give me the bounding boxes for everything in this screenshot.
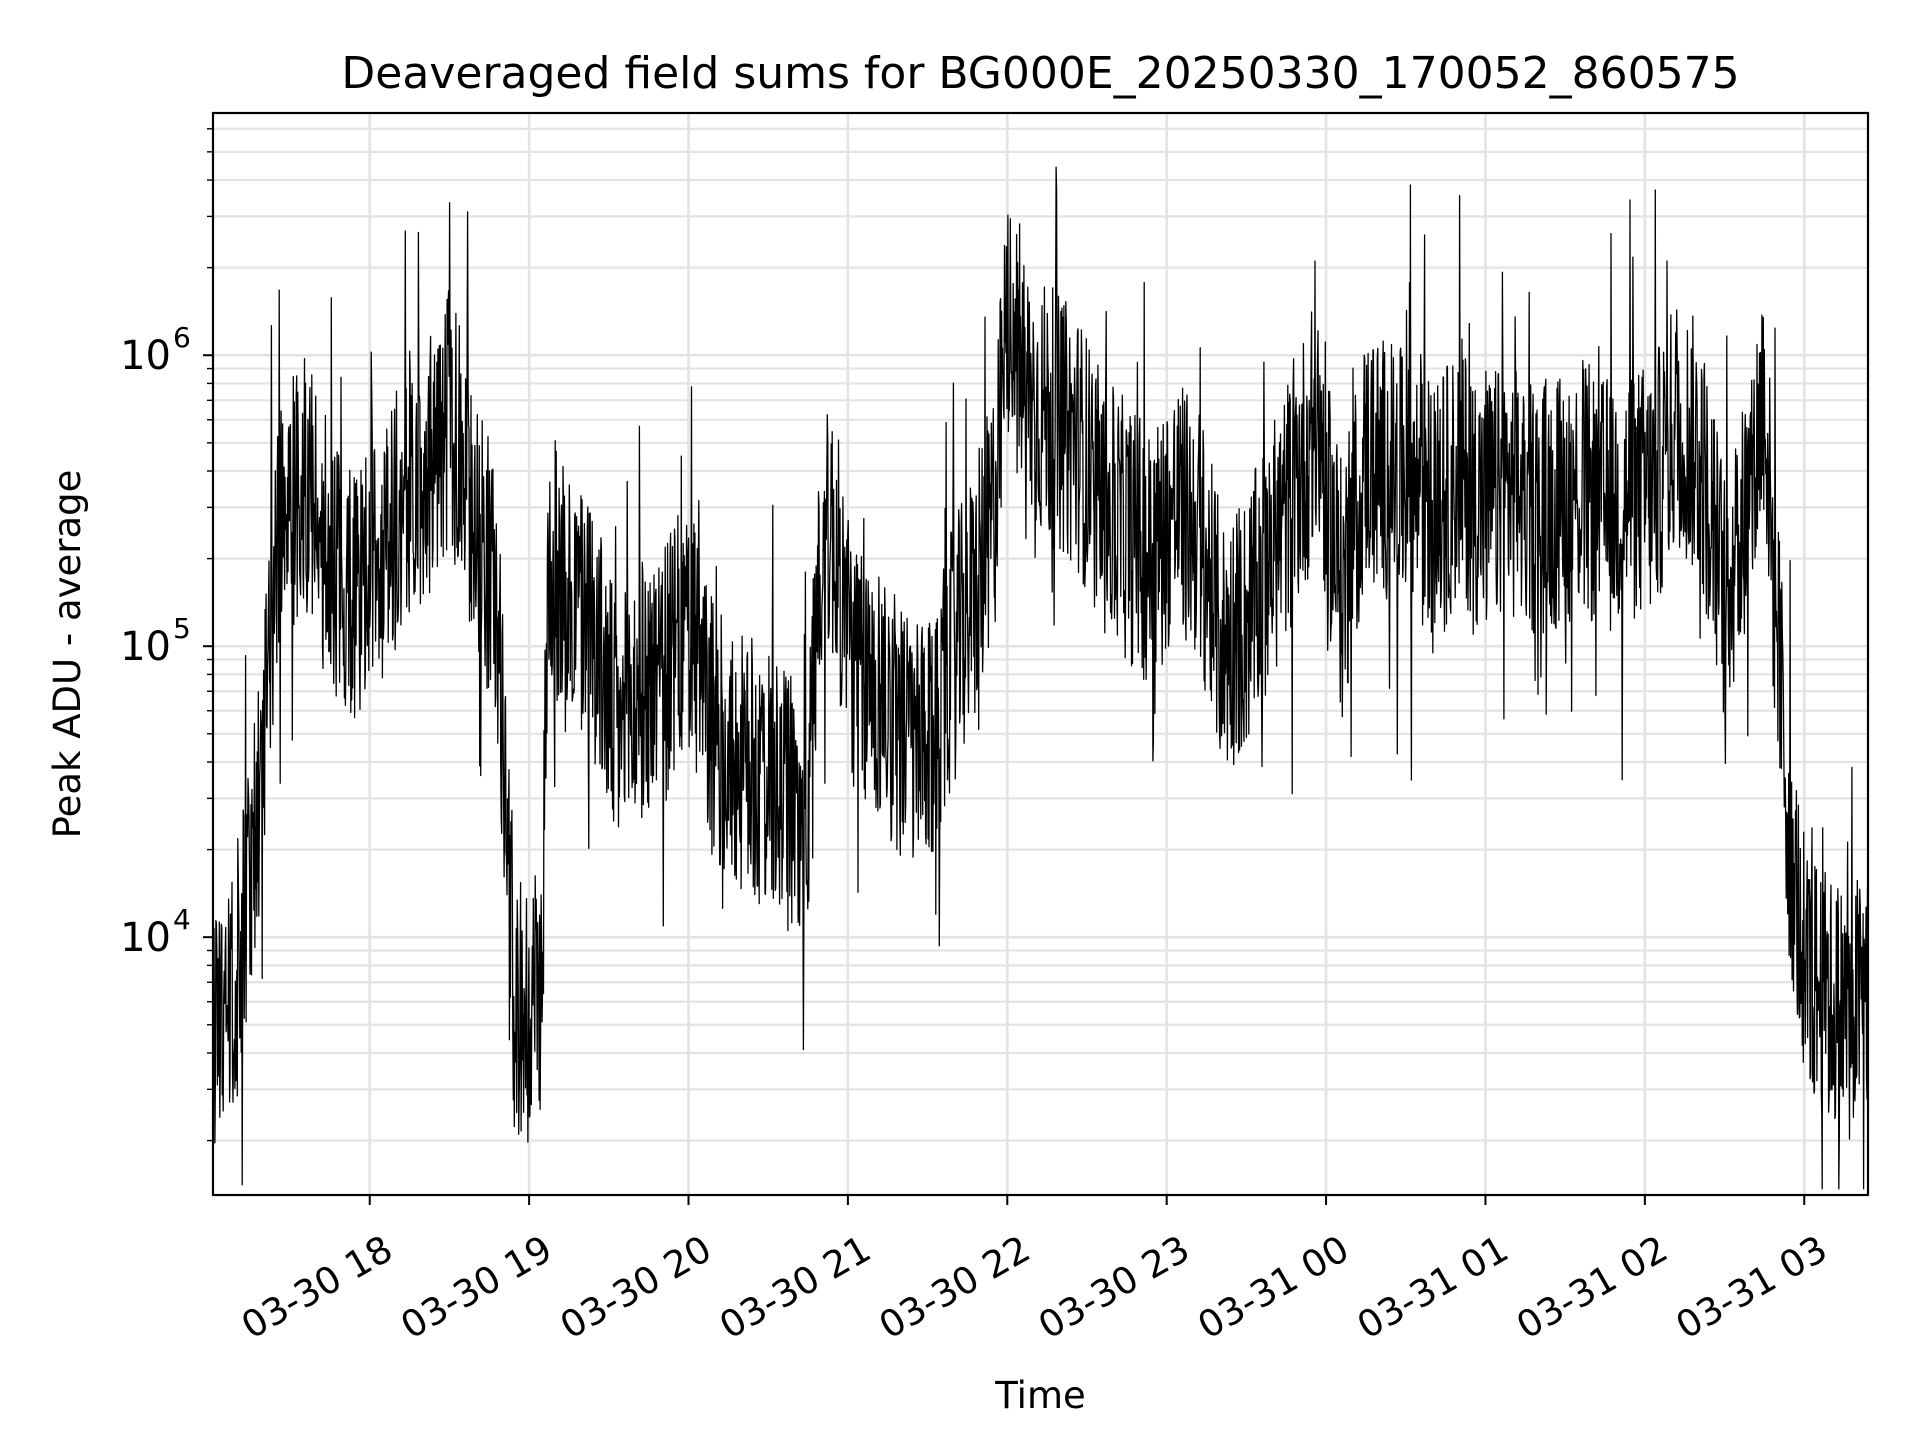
y-tick-exponent: 6 [173, 321, 191, 354]
y-tick-label: 10 [120, 333, 171, 379]
x-tick-label: 03-30 19 [394, 1227, 560, 1347]
x-tick-label: 03-30 18 [234, 1227, 400, 1347]
x-tick-label: 03-30 20 [553, 1227, 719, 1347]
series-line [212, 166, 1869, 1190]
x-tick-label: 03-31 01 [1350, 1227, 1516, 1347]
y-tick-exponent: 5 [173, 612, 191, 645]
grid [213, 113, 1868, 1195]
y-tick-label: 10 [120, 915, 171, 961]
x-tick-label: 03-30 22 [872, 1227, 1038, 1347]
x-tick-label: 03-30 21 [712, 1227, 878, 1347]
x-tick-label: 03-31 03 [1669, 1227, 1835, 1347]
x-tick-label: 03-31 00 [1191, 1227, 1357, 1347]
plot-frame [211, 111, 1870, 1197]
y-tick-exponent: 4 [173, 903, 191, 936]
series-layer [212, 166, 1869, 1190]
y-tick-label: 10 [120, 624, 171, 670]
y-axis-label: Peak ADU - average [46, 470, 89, 839]
chart-title: Deaveraged field sums for BG000E_2025033… [341, 48, 1739, 99]
x-tick-label: 03-31 02 [1509, 1227, 1675, 1347]
x-axis-label: Time [994, 1374, 1086, 1417]
x-tick-label: 03-30 23 [1031, 1227, 1197, 1347]
